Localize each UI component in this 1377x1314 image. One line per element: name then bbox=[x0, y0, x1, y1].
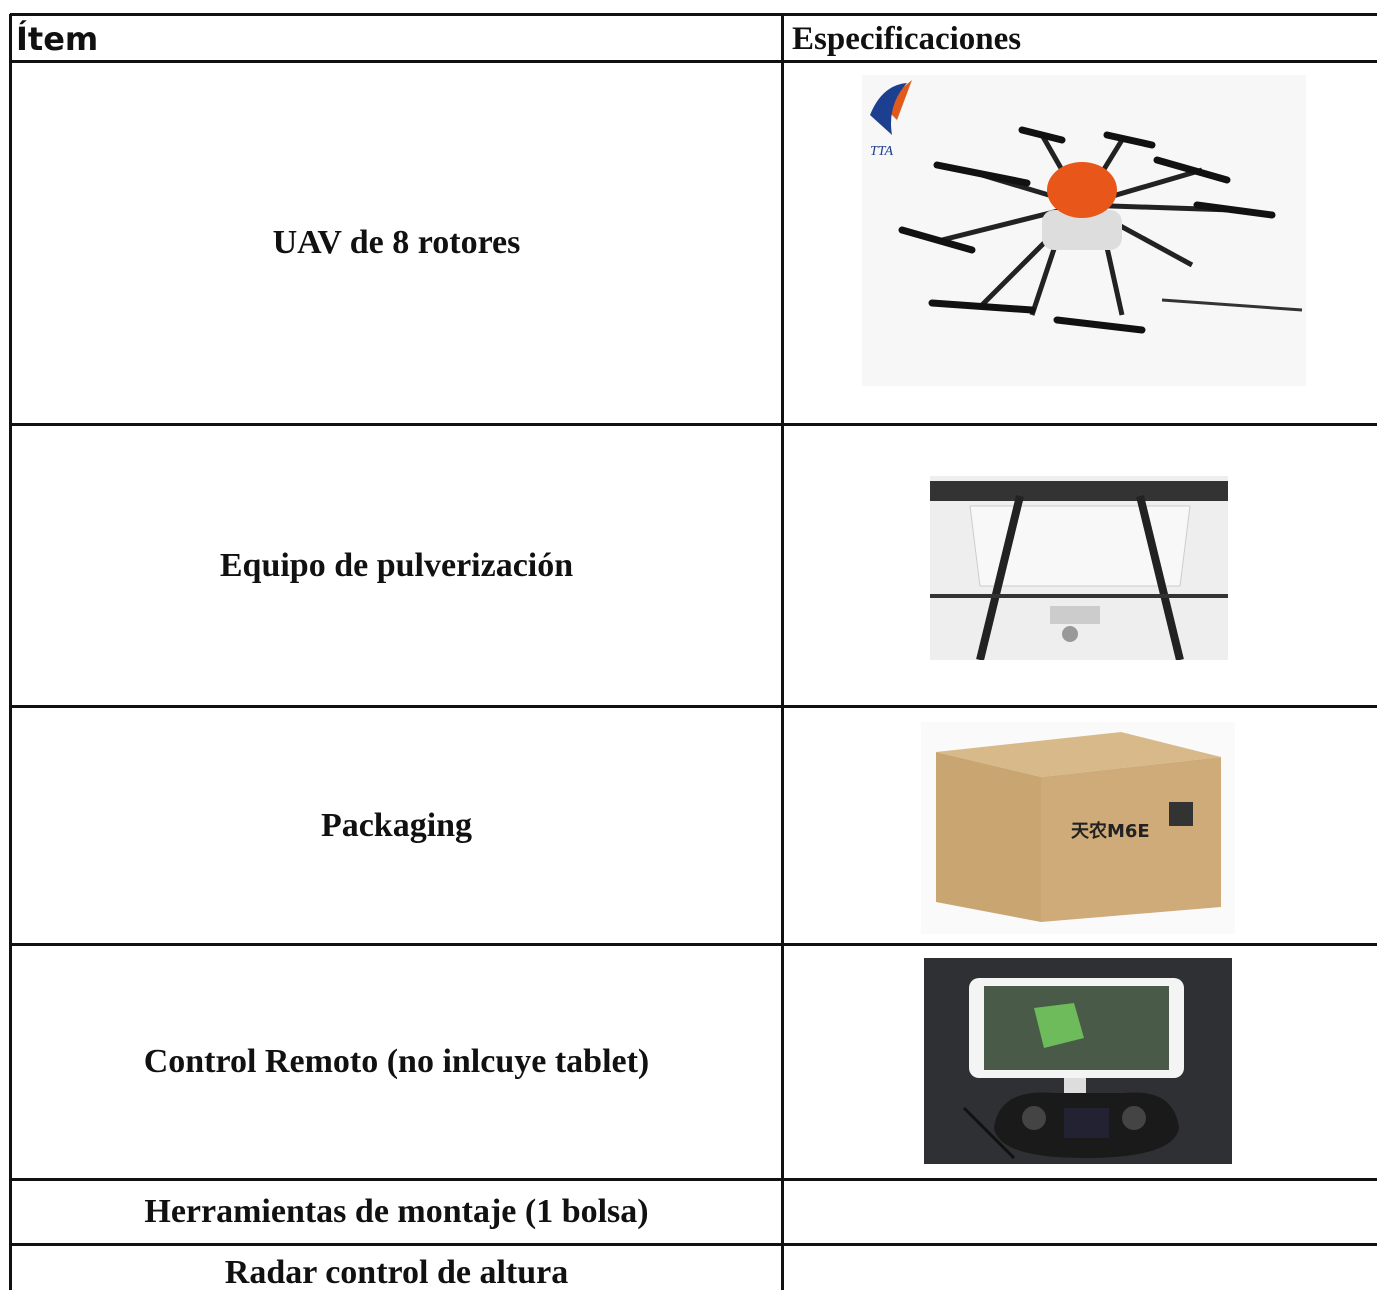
rule bbox=[10, 705, 1377, 708]
rule bbox=[10, 423, 1377, 426]
item-cell: Control Remoto (no inlcuye tablet) bbox=[143, 1043, 650, 1080]
rule bbox=[10, 13, 1377, 16]
item-cell: Herramientas de montaje (1 bolsa) bbox=[144, 1193, 649, 1230]
box-image: 天农M6E bbox=[921, 722, 1235, 934]
header-cell: Ítem bbox=[16, 20, 99, 58]
rule bbox=[10, 943, 1377, 946]
item-cell: Packaging bbox=[320, 806, 473, 844]
rule bbox=[10, 1178, 1377, 1181]
box-label: 天农M6E bbox=[1071, 820, 1150, 842]
rule bbox=[10, 1243, 1377, 1246]
rule bbox=[9, 14, 12, 1290]
item-cell: UAV de 8 rotores bbox=[272, 224, 521, 261]
item-cell: Equipo de pulverización bbox=[219, 546, 574, 584]
logo-text: TTA bbox=[870, 144, 894, 159]
rule bbox=[781, 14, 784, 1290]
item-cell: Radar control de altura bbox=[224, 1254, 569, 1291]
header-cell: Especificaciones bbox=[792, 20, 1022, 57]
remote-image bbox=[924, 958, 1232, 1164]
spray-image bbox=[930, 476, 1228, 660]
rule bbox=[10, 60, 1377, 63]
drone-image: TTA bbox=[862, 75, 1306, 386]
